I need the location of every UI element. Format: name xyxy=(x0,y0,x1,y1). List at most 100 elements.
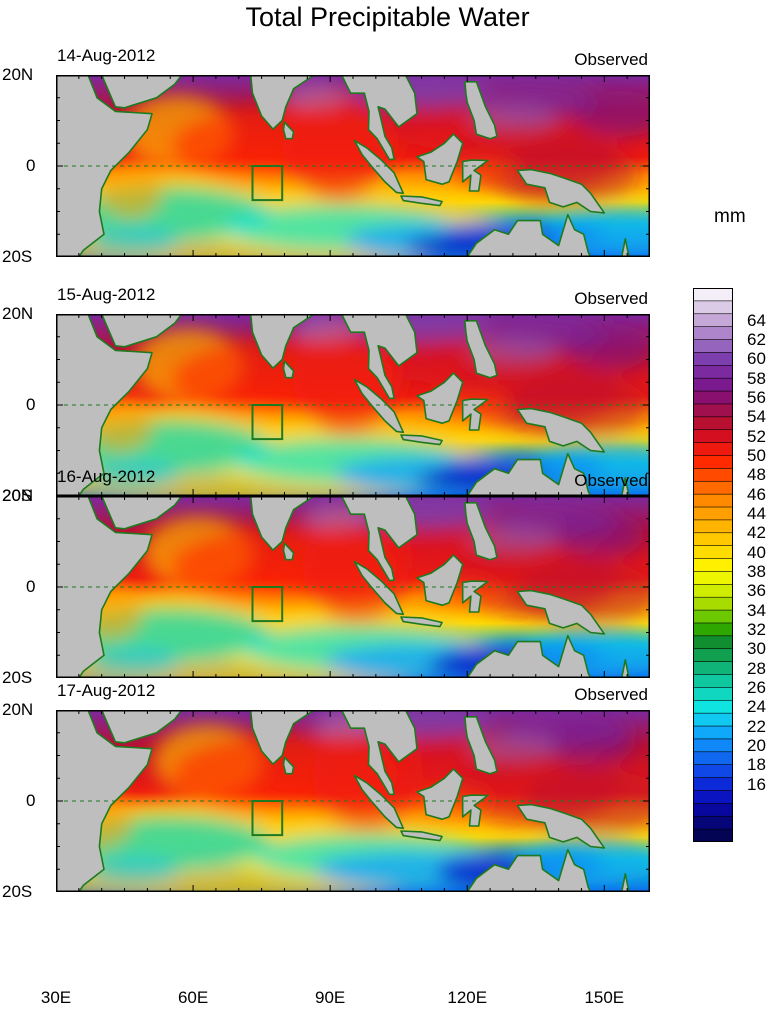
map-panel xyxy=(56,496,650,678)
colorbar-swatch xyxy=(693,699,733,714)
land-polygon xyxy=(282,756,295,775)
x-tick-label: 60E xyxy=(177,988,209,1007)
land-polygon xyxy=(333,496,418,582)
land-polygon xyxy=(353,560,405,616)
study-region-box xyxy=(251,800,284,837)
study-region-box xyxy=(251,404,284,441)
land-polygon xyxy=(416,554,464,606)
land-polygon xyxy=(282,121,295,140)
y-tick-label: 20N xyxy=(2,65,34,84)
colorbar-swatch xyxy=(693,558,733,573)
colorbar-swatch xyxy=(693,352,733,366)
colorbar-swatch xyxy=(693,468,733,482)
colorbar-label: 40 xyxy=(747,542,766,562)
land-polygon xyxy=(466,213,592,257)
land-polygon xyxy=(416,372,464,424)
colorbar-swatch xyxy=(693,300,733,315)
colorbar-swatch xyxy=(693,815,733,830)
land-polygon xyxy=(466,452,592,496)
tpw-blob xyxy=(293,314,358,343)
colorbar-label: 48 xyxy=(747,465,766,485)
colorbar-label: 60 xyxy=(747,349,766,369)
tpw-blob xyxy=(88,856,180,884)
colorbar-swatch xyxy=(693,403,733,418)
colorbar-swatch xyxy=(693,622,733,637)
colorbar-swatch xyxy=(693,416,733,431)
colorbar-swatch xyxy=(693,738,733,753)
colorbar-swatch xyxy=(693,326,733,341)
colorbar-swatch xyxy=(693,674,733,689)
map-panel xyxy=(56,314,650,496)
colorbar-swatch xyxy=(693,545,733,560)
colorbar-label: 34 xyxy=(747,600,766,620)
colorbar-swatch xyxy=(693,777,733,792)
chart-title: Total Precipitable Water xyxy=(245,2,530,32)
x-tick-label: 30E xyxy=(40,988,72,1007)
land-polygon xyxy=(461,398,489,431)
colorbar-swatch xyxy=(693,506,733,521)
tpw-blob xyxy=(493,141,640,205)
land-polygon xyxy=(516,407,606,453)
colorbar-label: 24 xyxy=(747,697,766,717)
land-polygon xyxy=(461,159,489,192)
colorbar-swatch xyxy=(693,532,733,547)
colorbar-swatch xyxy=(693,339,733,354)
colorbar-swatch xyxy=(693,764,733,779)
land-polygon xyxy=(100,314,183,348)
land-polygon xyxy=(461,580,489,613)
map-panel xyxy=(56,75,650,257)
y-tick-label: 0 xyxy=(26,156,36,175)
map-panel xyxy=(56,710,650,892)
land-polygon xyxy=(400,616,443,628)
tpw-field-blobs xyxy=(56,710,650,892)
land-polygon xyxy=(333,75,418,161)
land-polygon xyxy=(464,716,498,775)
panel-observed-label: Observed xyxy=(574,50,648,69)
tpw-blob xyxy=(516,838,650,884)
x-tick-label: 120E xyxy=(447,988,488,1007)
y-tick-label: 20S xyxy=(2,668,33,687)
y-tick-label: 20N xyxy=(2,700,34,719)
colorbar-label: 64 xyxy=(747,310,766,330)
colorbar-label: 16 xyxy=(747,774,766,794)
colorbar-label: 38 xyxy=(747,561,766,581)
land-polygon xyxy=(416,768,464,820)
colorbar-swatch xyxy=(693,609,733,624)
tpw-blob xyxy=(283,90,393,201)
colorbar-swatch xyxy=(693,584,733,598)
colorbar-swatch xyxy=(693,377,733,392)
tpw-blob xyxy=(88,227,180,255)
panel-date-label: 14-Aug-2012 xyxy=(57,46,156,65)
colorbar-swatch xyxy=(693,687,733,701)
land-polygon xyxy=(620,477,630,496)
colorbar-swatch xyxy=(693,455,733,470)
colorbar-swatch xyxy=(693,648,733,663)
colorbar-swatch xyxy=(693,635,733,650)
y-tick-label: 0 xyxy=(26,577,36,596)
panel-observed-label: Observed xyxy=(574,289,648,308)
colorbar-label: 36 xyxy=(747,581,766,601)
panel-date-label: 16-Aug-2012 xyxy=(57,467,156,486)
land-polygon xyxy=(466,848,592,892)
tpw-blob xyxy=(88,460,180,488)
colorbar-swatch xyxy=(693,661,733,676)
colorbar-swatch xyxy=(693,288,733,302)
tpw-blob xyxy=(563,324,650,370)
panel-date-label: 15-Aug-2012 xyxy=(57,285,156,304)
y-tick-label: 20S xyxy=(2,882,33,901)
land-polygon xyxy=(353,139,405,195)
land-polygon xyxy=(333,314,418,400)
land-polygon xyxy=(466,634,592,678)
land-polygon xyxy=(201,314,315,369)
colorbar-label: 18 xyxy=(747,755,766,775)
land-polygon xyxy=(400,195,443,207)
colorbar-label: 62 xyxy=(747,330,766,350)
land-polygon xyxy=(400,434,443,446)
panel-observed-label: Observed xyxy=(574,471,648,490)
x-tick-label: 90E xyxy=(315,988,346,1007)
colorbar-label: 30 xyxy=(747,639,766,659)
y-tick-label: 0 xyxy=(26,791,36,810)
panel-date-label: 17-Aug-2012 xyxy=(57,681,156,700)
colorbar-label: 46 xyxy=(747,484,766,504)
land-polygon xyxy=(333,710,418,796)
